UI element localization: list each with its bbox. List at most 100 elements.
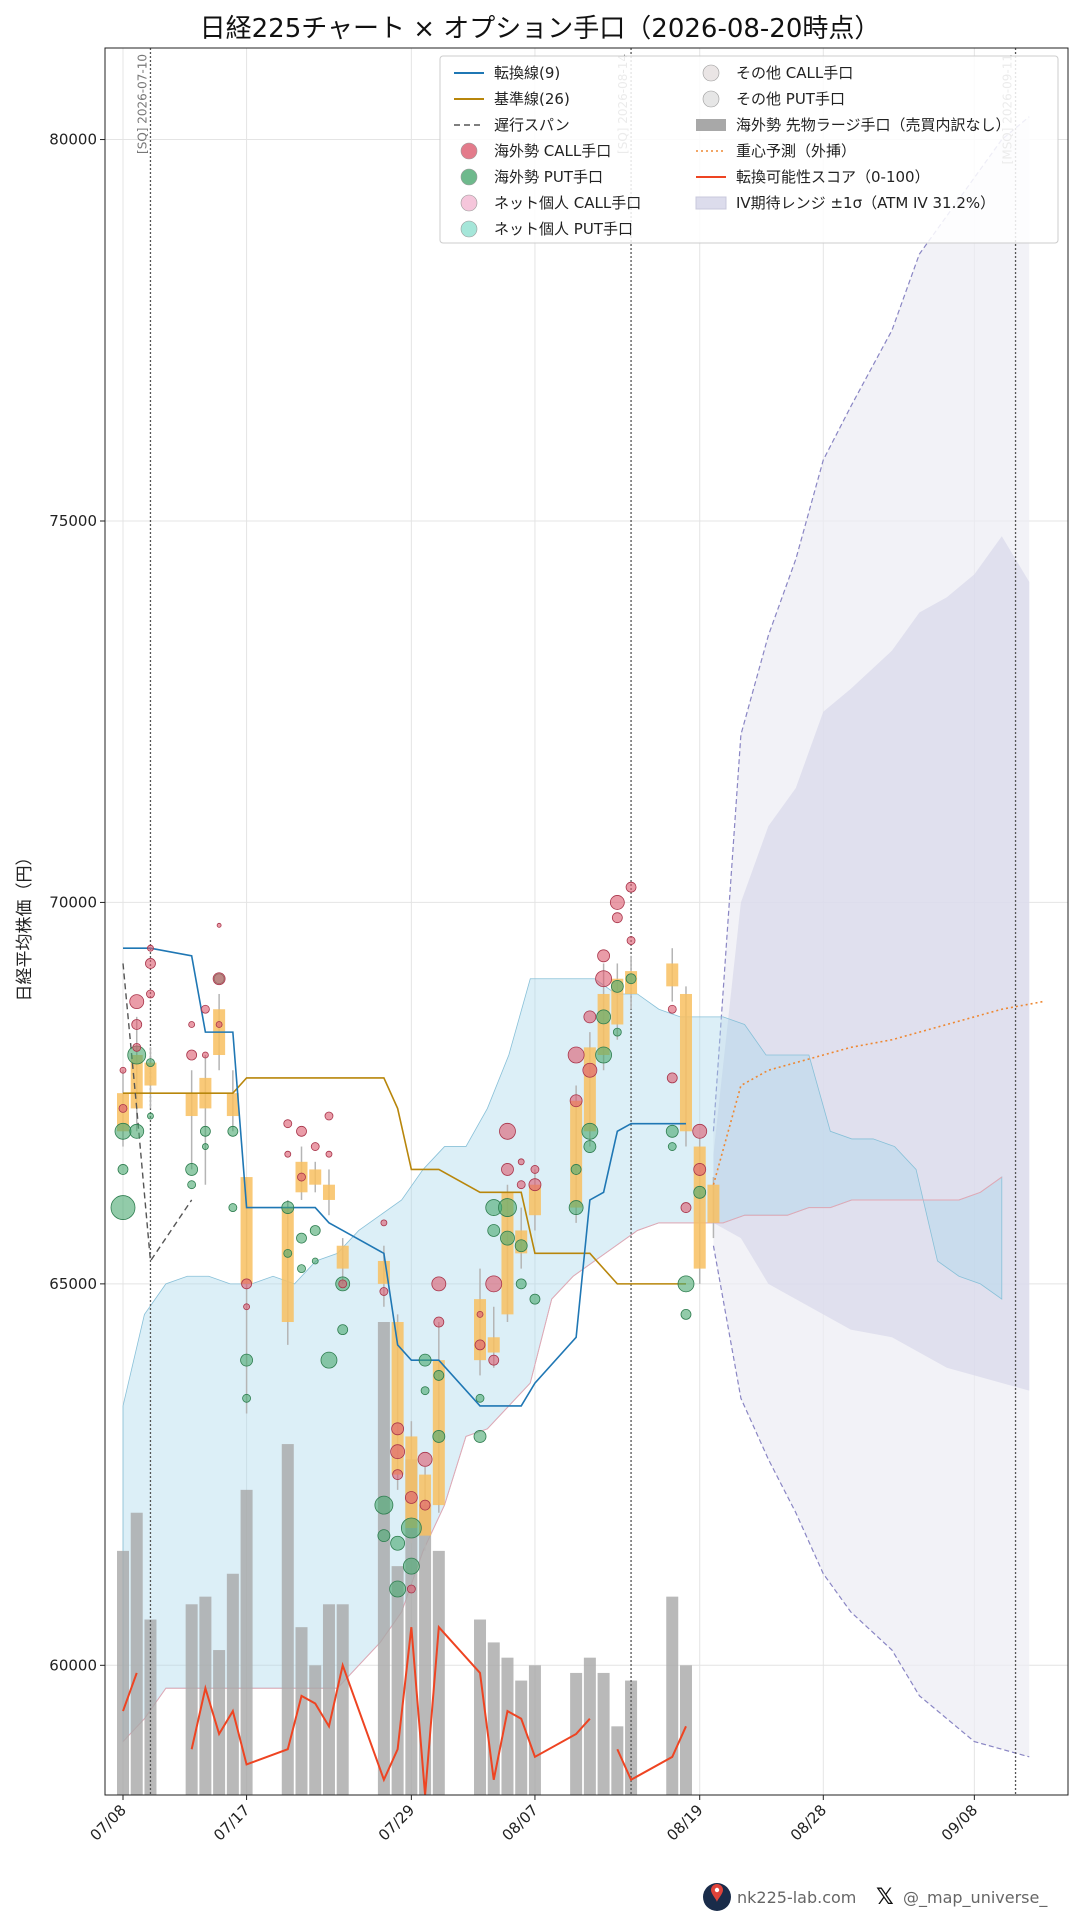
call-flow-dot (583, 1010, 597, 1024)
candle-body (144, 1062, 157, 1086)
candle-body (226, 1093, 239, 1117)
legend-label: 海外勢 先物ラージ手口（売買内訳なし） (736, 116, 1010, 134)
legend-label: IV期待レンジ ±1σ（ATM IV 31.2%） (736, 194, 995, 212)
put-flow-dot (309, 1225, 321, 1236)
put-flow-dot (625, 973, 637, 985)
tenkan-line (123, 947, 686, 1407)
call-flow-dot (567, 1046, 585, 1064)
put-flow-dot (283, 1248, 293, 1258)
volume-bar (322, 1604, 335, 1795)
y-tick-label: 65000 (49, 1275, 97, 1293)
volume-bar (611, 1726, 624, 1795)
call-flow-dot (119, 1066, 127, 1074)
candle-body (322, 1184, 335, 1200)
volume-bar (117, 1550, 129, 1795)
legend-label: 海外勢 CALL手口 (494, 142, 611, 160)
x-tick-label: 09/08 (938, 1801, 981, 1844)
volume-bar (240, 1489, 253, 1795)
footer-site[interactable]: nk225-lab.com (737, 1888, 856, 1907)
volume-bar (309, 1665, 322, 1795)
put-flow-dot (187, 1180, 197, 1190)
volume-bar (391, 1566, 404, 1795)
iv-lower-edge (712, 1245, 1030, 1758)
call-flow-dot (188, 1021, 196, 1028)
volume-bar (528, 1665, 541, 1795)
put-flow-dot (147, 1112, 154, 1120)
candle-body (679, 993, 692, 1132)
call-flow-dot (501, 1163, 514, 1176)
x-tick-label: 08/07 (498, 1801, 541, 1844)
put-flow-dot (498, 1198, 517, 1217)
x-logo-icon: 𝕏 (876, 1885, 894, 1910)
put-flow-dot (185, 1163, 199, 1176)
y-axis-label: 日経平均株価（円） (15, 849, 35, 1002)
legend-label: ネット個人 CALL手口 (494, 194, 641, 212)
put-flow-dot (389, 1580, 407, 1598)
call-flow-dot (284, 1150, 292, 1158)
volume-bar (501, 1657, 514, 1795)
call-flow-dot (379, 1287, 389, 1296)
put-flow-dot (201, 1143, 209, 1150)
call-flow-dot (216, 922, 222, 928)
put-flow-dot (377, 1529, 391, 1543)
put-flow-dot (242, 1393, 251, 1403)
score-segment (190, 1624, 591, 1796)
call-flow-dot (419, 1499, 431, 1511)
candle-body (405, 1436, 418, 1528)
call-flow-dot (200, 1004, 210, 1014)
call-flow-dot (131, 1019, 143, 1030)
put-flow-dot (432, 1430, 446, 1443)
option-flow-dots (110, 881, 708, 1598)
candle-body (130, 1055, 143, 1109)
footer-handle[interactable]: @_map_universe_ (903, 1888, 1048, 1908)
put-flow-dot (418, 1353, 432, 1367)
footer: nk225-lab.com 𝕏 @_map_universe_ (703, 1883, 1048, 1911)
call-flow-dot (595, 970, 612, 988)
volume-bar (377, 1322, 390, 1795)
legend-label: 重心予測（外挿） (736, 142, 856, 160)
iv-band-1sigma (713, 536, 1030, 1391)
volume-bar (144, 1619, 157, 1795)
call-flow-dot (517, 1158, 525, 1166)
call-flow-dot (485, 1275, 503, 1293)
legend-label: 転換線(9) (494, 64, 560, 82)
candle-body (528, 1184, 541, 1216)
call-flow-dot (391, 1422, 405, 1436)
volume-bar (281, 1444, 294, 1795)
call-flow-dot (118, 1104, 128, 1113)
legend-label: ネット個人 PUT手口 (494, 220, 633, 238)
candle-body (707, 1184, 720, 1223)
y-tick-label: 80000 (49, 131, 97, 149)
score-segment (616, 1725, 687, 1782)
legend-swatch (695, 196, 727, 210)
score-line (122, 1624, 687, 1796)
call-flow-dot (241, 1278, 252, 1290)
put-flow-dot (529, 1293, 541, 1305)
legend-swatch (702, 64, 720, 82)
put-flow-dot (581, 1122, 599, 1140)
call-flow-dot (338, 1279, 348, 1289)
volume-bar (474, 1619, 487, 1795)
volume-bar (130, 1512, 143, 1795)
put-flow-dot (311, 1257, 319, 1265)
call-flow-dot (516, 1180, 526, 1190)
call-flow-dot (296, 1125, 307, 1137)
candle-body (501, 1192, 514, 1315)
call-flow-dot (667, 1004, 677, 1014)
legend-label: 転換可能性スコア（0-100） (736, 168, 930, 186)
put-flow-dot (693, 1185, 707, 1199)
put-flow-dot (612, 1027, 622, 1037)
put-flow-dot (146, 1058, 155, 1068)
call-flow-dot (569, 1094, 583, 1108)
put-flow-dot (420, 1386, 430, 1396)
put-flow-dot (570, 1164, 582, 1175)
put-flow-dot (400, 1517, 422, 1539)
candle-body (309, 1169, 322, 1185)
put-flow-dot (433, 1370, 445, 1381)
put-flow-dot (500, 1230, 515, 1246)
axes-frame (104, 47, 1069, 1796)
call-flow-dot (626, 936, 636, 945)
call-flow-dot (310, 1142, 320, 1151)
y-tick-label: 75000 (49, 512, 97, 530)
call-flow-dot (611, 912, 623, 924)
